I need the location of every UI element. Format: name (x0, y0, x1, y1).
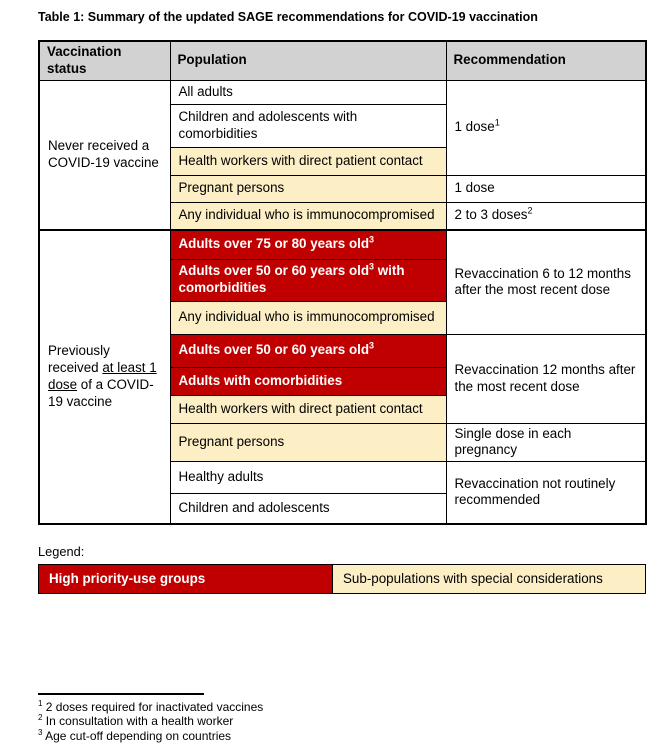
recommendation-cell: Single dose in each pregnancy (446, 423, 646, 462)
population-text: All adults (179, 84, 233, 99)
footnote-ref: 3 (369, 341, 374, 351)
legend-row: High priority-use groups Sub-populations… (39, 564, 646, 593)
population-cell: Children and adolescents with comorbidit… (170, 104, 446, 147)
population-text: Adults over 75 or 80 years old (179, 236, 370, 251)
population-cell: All adults (170, 80, 446, 104)
population-cell: Pregnant persons (170, 175, 446, 202)
status-cell-previously-received: Previously received at least 1 dose of a… (39, 230, 170, 524)
footnote-text: Age cut-off depending on countries (45, 729, 231, 743)
population-text: Health workers with direct patient conta… (179, 401, 423, 416)
footnote-1: 1 2 doses required for inactivated vacci… (38, 700, 645, 715)
recommendation-cell: Revaccination 12 months after the most r… (446, 334, 646, 423)
population-text: Any individual who is immunocompromised (179, 309, 435, 324)
footnote-text: 2 doses required for inactivated vaccine… (46, 700, 263, 714)
population-cell: Any individual who is immunocompromised (170, 202, 446, 230)
population-text: Any individual who is immunocompromised (179, 207, 435, 222)
status-cell-never-received: Never received a COVID-19 vaccine (39, 80, 170, 230)
table-title: Table 1: Summary of the updated SAGE rec… (38, 10, 645, 24)
recommendation-text: 1 dose (455, 180, 495, 195)
footnote-divider (38, 693, 204, 695)
table-row: Previously received at least 1 dose of a… (39, 230, 646, 259)
population-cell: Adults over 50 or 60 years old3 (170, 334, 446, 367)
legend-special-considerations-text: Sub-populations with special considerati… (343, 571, 603, 586)
population-cell: Pregnant persons (170, 423, 446, 462)
legend-special-considerations-cell: Sub-populations with special considerati… (333, 564, 646, 593)
recommendation-text: Single dose in each pregnancy (455, 426, 572, 458)
population-text: Pregnant persons (179, 180, 285, 195)
recommendation-text: Revaccination not routinely recommended (455, 476, 616, 508)
recommendation-text: Revaccination 6 to 12 months after the m… (455, 266, 631, 298)
population-text: Adults over 50 or 60 years old (179, 342, 370, 357)
footnote-ref: 3 (369, 235, 374, 245)
population-text: Children and adolescents with comorbidit… (179, 109, 358, 141)
header-vaccination-status: Vaccination status (39, 41, 170, 80)
population-cell: Health workers with direct patient conta… (170, 395, 446, 423)
legend-table: High priority-use groups Sub-populations… (38, 564, 646, 594)
population-text: Healthy adults (179, 469, 264, 484)
population-text: Children and adolescents (179, 500, 330, 515)
recommendation-cell: 2 to 3 doses2 (446, 202, 646, 230)
recommendation-cell: Revaccination not routinely recommended (446, 462, 646, 524)
header-row: Vaccination status Population Recommenda… (39, 41, 646, 80)
legend-high-priority-cell: High priority-use groups (39, 564, 333, 593)
population-cell: Health workers with direct patient conta… (170, 147, 446, 175)
footnote-marker: 3 (38, 728, 42, 737)
legend-label: Legend: (38, 544, 645, 559)
recommendation-text: 2 to 3 doses (455, 207, 528, 222)
header-population: Population (170, 41, 446, 80)
legend-high-priority-text: High priority-use groups (49, 571, 205, 586)
recommendation-cell: 1 dose1 (446, 80, 646, 175)
population-cell: Adults over 50 or 60 years old3 with com… (170, 259, 446, 301)
footnote-marker: 1 (38, 699, 42, 708)
recommendation-text: Revaccination 12 months after the most r… (455, 362, 636, 394)
population-text: Pregnant persons (179, 434, 285, 449)
population-text: Health workers with direct patient conta… (179, 153, 423, 168)
recommendation-text: 1 dose (455, 119, 495, 134)
sage-recommendations-table: Vaccination status Population Recommenda… (38, 40, 647, 525)
footnote-2: 2 In consultation with a health worker (38, 714, 645, 729)
table-row: Never received a COVID-19 vaccine All ad… (39, 80, 646, 104)
status-text: Never received a COVID-19 vaccine (48, 138, 159, 170)
population-cell: Adults with comorbidities (170, 367, 446, 395)
recommendation-cell: 1 dose (446, 175, 646, 202)
header-recommendation: Recommendation (446, 41, 646, 80)
footnotes-section: 1 2 doses required for inactivated vacci… (38, 693, 645, 743)
status-text: Previously received (48, 343, 110, 375)
footnote-text: In consultation with a health worker (46, 714, 233, 728)
population-cell: Healthy adults (170, 462, 446, 494)
footnote-marker: 2 (38, 713, 42, 722)
recommendation-cell: Revaccination 6 to 12 months after the m… (446, 230, 646, 334)
footnote-ref: 2 (527, 206, 532, 216)
population-text: Adults over 50 or 60 years old (179, 263, 370, 278)
footnote-3: 3 Age cut-off depending on countries (38, 729, 645, 743)
population-cell: Adults over 75 or 80 years old3 (170, 230, 446, 259)
population-cell: Any individual who is immunocompromised (170, 301, 446, 334)
footnote-ref: 1 (495, 118, 500, 128)
population-text: Adults with comorbidities (179, 373, 343, 388)
population-cell: Children and adolescents (170, 494, 446, 524)
